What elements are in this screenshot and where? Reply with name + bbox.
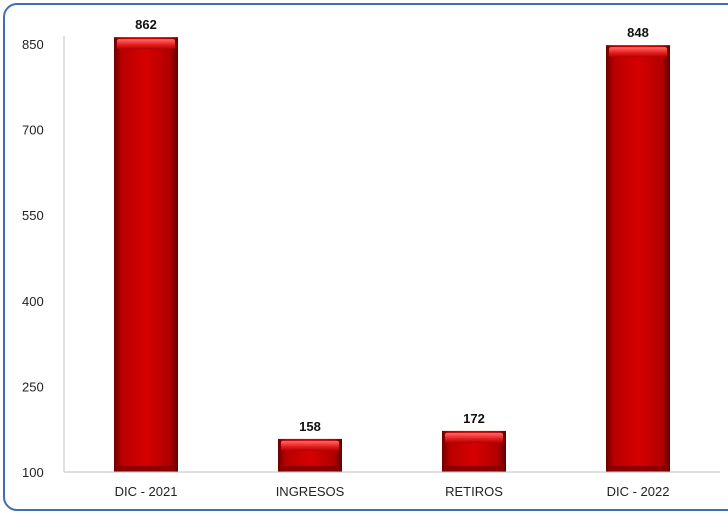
bar-body [114,37,178,472]
x-category-label: RETIROS [445,484,503,499]
bars [114,37,670,473]
bar-cap [609,47,667,58]
bar [114,37,178,472]
y-tick-label: 700 [22,123,44,138]
bar [278,438,342,472]
bar-base-shade [445,466,503,471]
y-tick-label: 850 [22,37,44,52]
bar-base-shade [609,466,667,471]
bar-value-label: 862 [135,17,157,32]
x-category-label: DIC - 2022 [607,484,670,499]
x-axis: DIC - 2021 INGRESOS RETIROS DIC - 2022 [64,471,720,499]
bar-body [606,45,670,473]
bar-cap [117,39,175,50]
value-labels: 862 158 172 848 [135,17,649,434]
x-category-label: DIC - 2021 [115,484,178,499]
y-tick-label: 550 [22,208,44,223]
bar-value-label: 158 [299,419,321,434]
y-tick-label: 400 [22,294,44,309]
bar-cap [445,432,503,443]
bar [442,430,506,472]
y-tick-label: 100 [22,465,44,480]
bar-cap [281,440,339,451]
bar-value-label: 172 [463,411,485,426]
x-category-label: INGRESOS [276,484,345,499]
bar-base-shade [117,466,175,471]
bar-base-shade [281,466,339,471]
y-axis: 100 250 400 550 700 850 [22,36,65,480]
y-tick-label: 250 [22,379,44,394]
bar-value-label: 848 [627,25,649,40]
bar [606,45,670,473]
